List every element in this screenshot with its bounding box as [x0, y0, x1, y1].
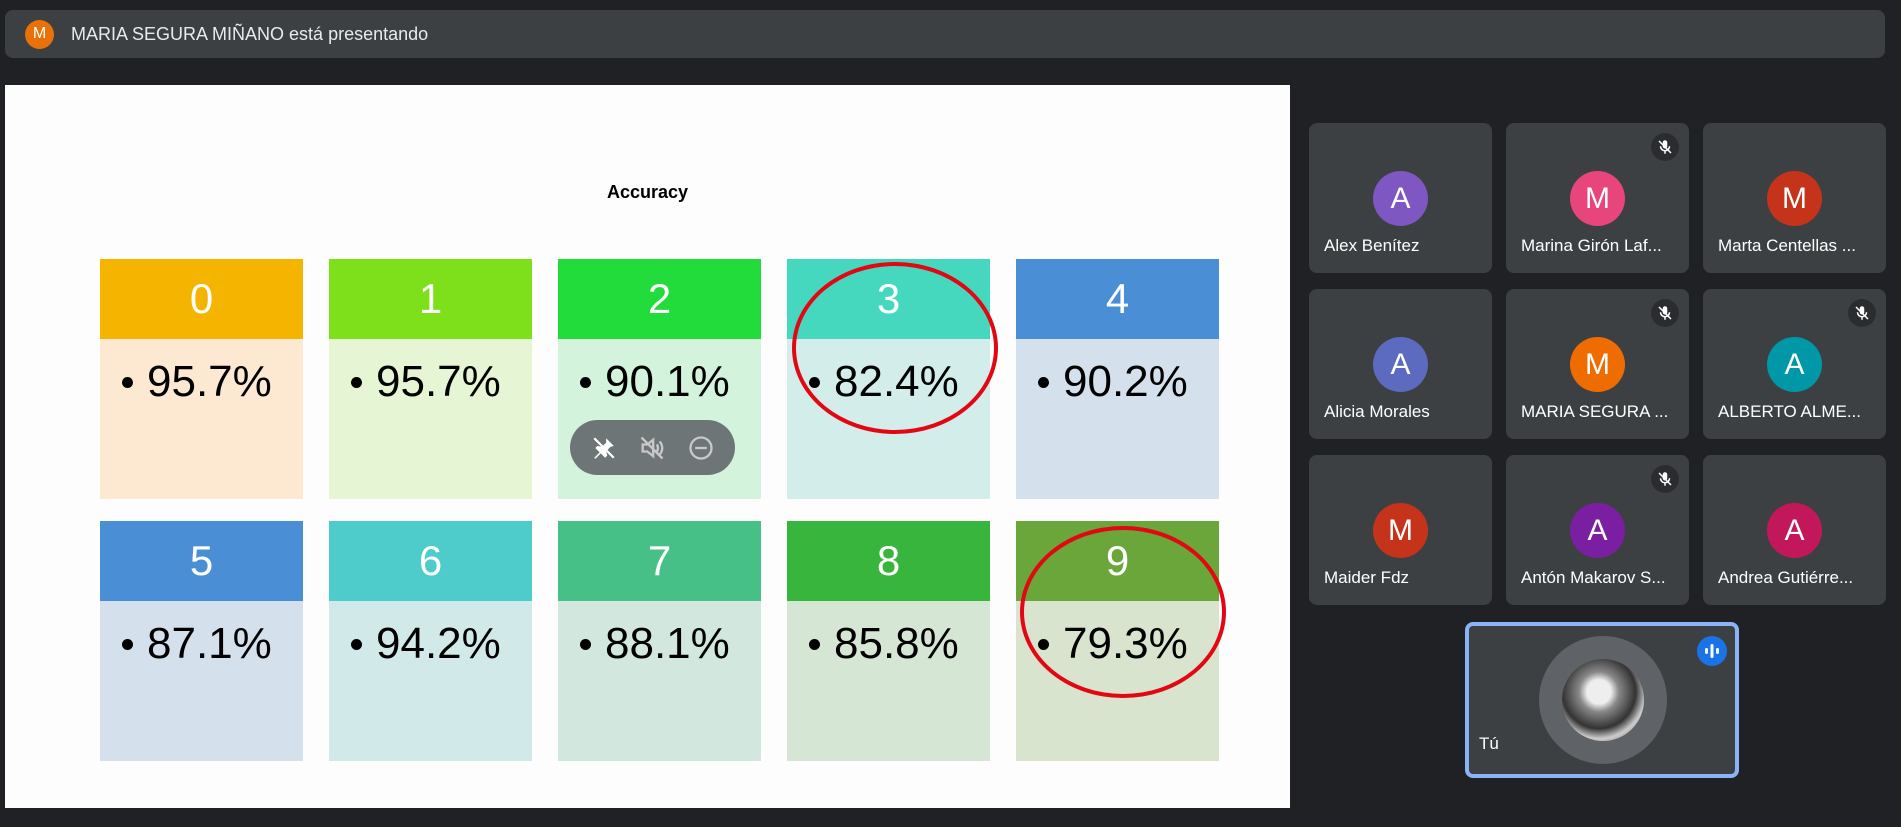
bullet-icon [580, 376, 591, 388]
mute-speaker-icon[interactable] [638, 434, 666, 462]
bullet-icon [351, 376, 362, 388]
participant-name: Antón Makarov S... [1521, 568, 1666, 587]
bullet-icon [122, 638, 133, 650]
mic-off-icon [1651, 133, 1679, 161]
bullet-icon [580, 638, 591, 650]
bullet-icon [351, 638, 362, 650]
card-value: 88.1% [580, 619, 730, 669]
participant-tile[interactable]: A Andrea Gutiérre... [1703, 455, 1886, 605]
card-value: 94.2% [351, 619, 501, 669]
card-label: 7 [558, 521, 761, 601]
participant-tile[interactable]: M Marta Centellas ... [1703, 123, 1886, 273]
participant-tile[interactable]: A Alex Benítez [1309, 123, 1492, 273]
self-avatar-ring [1539, 636, 1667, 764]
remove-icon[interactable] [687, 434, 715, 462]
card-label: 0 [100, 259, 303, 339]
participant-avatar: A [1767, 337, 1822, 392]
bullet-icon [1038, 376, 1049, 388]
card-label: 1 [329, 259, 532, 339]
participant-tile[interactable]: A ALBERTO ALME... [1703, 289, 1886, 439]
self-tile[interactable]: Tú [1465, 622, 1739, 778]
card-label: 2 [558, 259, 761, 339]
slide-title: Accuracy [606, 182, 689, 202]
self-name: Tú [1479, 734, 1499, 753]
participant-avatar: A [1570, 503, 1625, 558]
participant-name: ALBERTO ALME... [1718, 402, 1861, 421]
participant-avatar: M [1570, 171, 1625, 226]
bullet-icon [122, 376, 133, 388]
card-value: 87.1% [122, 619, 272, 669]
accuracy-card-1: 1 95.7% [329, 259, 532, 499]
speaking-indicator-icon [1697, 636, 1727, 666]
accuracy-card-7: 7 88.1% [558, 521, 761, 761]
presenter-avatar: M [25, 19, 54, 49]
card-value: 95.7% [122, 357, 272, 407]
participant-name: Alicia Morales [1324, 402, 1430, 421]
accuracy-card-4: 4 90.2% [1016, 259, 1219, 499]
mic-off-icon [1848, 299, 1876, 327]
accuracy-card-8: 8 85.8% [787, 521, 990, 761]
card-value: 90.1% [580, 357, 730, 407]
circle-annotation-9 [1020, 526, 1226, 698]
participant-tile[interactable]: M MARIA SEGURA ... [1506, 289, 1689, 439]
card-label: 5 [100, 521, 303, 601]
card-label: 4 [1016, 259, 1219, 339]
participant-avatar: A [1373, 171, 1428, 226]
shared-slide: Accuracy 0 95.7% 1 95.7% 2 90.1% 3 82.4% 4 90.2% 5… [5, 85, 1290, 808]
participant-tile[interactable]: M Maider Fdz [1309, 455, 1492, 605]
presenting-banner: M MARIA SEGURA MIÑANO está presentando [5, 10, 1885, 58]
pin-icon[interactable] [591, 435, 617, 461]
participant-tile[interactable]: M Marina Girón Laf... [1506, 123, 1689, 273]
circle-annotation-3 [792, 262, 998, 434]
accuracy-card-5: 5 87.1% [100, 521, 303, 761]
self-avatar-photo [1562, 659, 1644, 741]
participant-name: Marta Centellas ... [1718, 236, 1856, 255]
card-value: 85.8% [809, 619, 959, 669]
mic-off-icon [1651, 465, 1679, 493]
participant-name: MARIA SEGURA ... [1521, 402, 1669, 421]
participant-avatar: M [1570, 337, 1625, 392]
participant-name: Andrea Gutiérre... [1718, 568, 1854, 587]
card-value: 95.7% [351, 357, 501, 407]
card-label: 6 [329, 521, 532, 601]
participant-avatar: A [1767, 503, 1822, 558]
participant-name: Marina Girón Laf... [1521, 236, 1662, 255]
accuracy-card-0: 0 95.7% [100, 259, 303, 499]
participant-avatar: M [1767, 171, 1822, 226]
card-label: 8 [787, 521, 990, 601]
participant-avatar: M [1373, 503, 1428, 558]
mic-off-icon [1651, 299, 1679, 327]
tile-controls [570, 420, 735, 475]
participant-tile[interactable]: A Antón Makarov S... [1506, 455, 1689, 605]
bullet-icon [809, 638, 820, 650]
participant-name: Alex Benítez [1324, 236, 1420, 255]
participant-tile[interactable]: A Alicia Morales [1309, 289, 1492, 439]
participant-avatar: A [1373, 337, 1428, 392]
card-value: 90.2% [1038, 357, 1188, 407]
presenting-text: MARIA SEGURA MIÑANO está presentando [71, 23, 429, 44]
participant-name: Maider Fdz [1324, 568, 1410, 587]
accuracy-card-6: 6 94.2% [329, 521, 532, 761]
